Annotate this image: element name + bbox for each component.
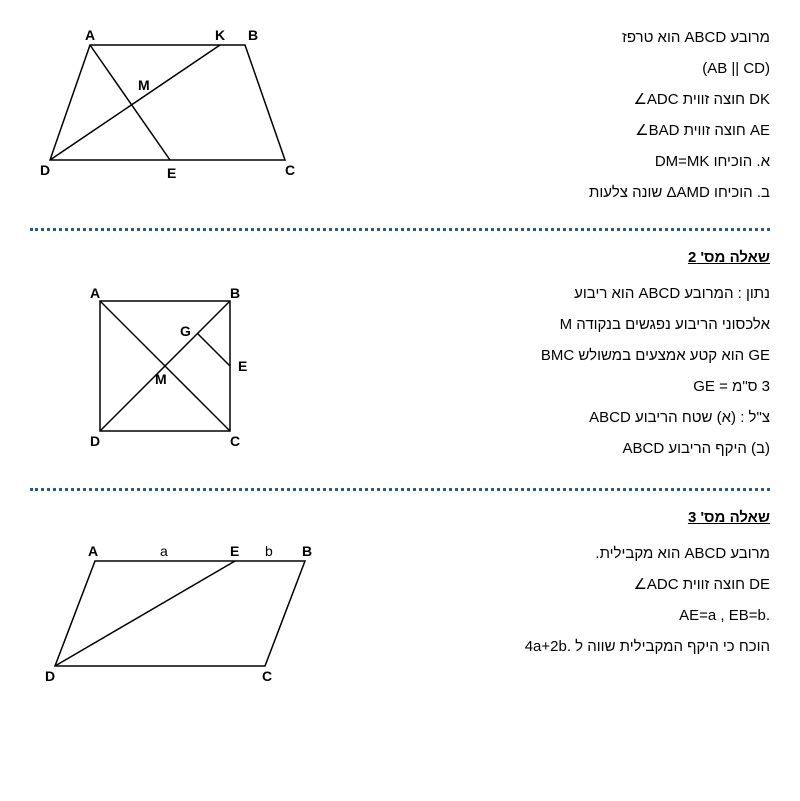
p3-line4: הוכח כי היקף המקבילית שווה ל 4a+2b. — [360, 633, 770, 660]
label-D: D — [40, 162, 50, 178]
p1-line4: AE חוצה זווית ∠BAD — [340, 117, 770, 144]
p1-line2: (AB || CD) — [340, 55, 770, 82]
text-2: נתון : המרובע ABCD הוא ריבוע אלכסוני הרי… — [290, 276, 770, 466]
diagram-2: A B C D M G E — [60, 276, 260, 470]
problem-1: A K B M D E C מרובע ABCD הוא טרפז (AB ||… — [30, 20, 770, 210]
p2-line4: 3 ס"מ GE = — [290, 373, 770, 400]
divider-1 — [30, 228, 770, 231]
p1-line3: DK חוצה זווית ∠ADC — [340, 86, 770, 113]
p2-line1: נתון : המרובע ABCD הוא ריבוע — [290, 280, 770, 307]
label-E2: E — [238, 358, 247, 374]
label-A: A — [85, 27, 95, 43]
diagram-1: A K B M D E C — [30, 20, 310, 194]
p3-line2: DE חוצה זווית ∠ADC — [360, 571, 770, 598]
label-B2: B — [230, 285, 240, 301]
label-M: M — [138, 77, 150, 93]
q2-heading: שאלה מס' 2 — [30, 249, 770, 266]
label-K: K — [215, 27, 225, 43]
label-M2: M — [155, 371, 167, 387]
problem-2: A B C D M G E נתון : המרובע ABCD הוא ריב… — [30, 276, 770, 470]
label-A3: A — [88, 543, 98, 559]
label-B: B — [248, 27, 258, 43]
label-E: E — [167, 165, 176, 181]
text-3: מרובע ABCD הוא מקבילית. DE חוצה זווית ∠A… — [360, 536, 770, 664]
p2-line5: צ"ל : (א) שטח הריבוע ABCD — [290, 404, 770, 431]
p1-line6: ב. הוכיחו ΔAMD שונה צלעות — [340, 179, 770, 206]
p2-line2: אלכסוני הריבוע נפגשים בנקודה M — [290, 311, 770, 338]
p3-line3: AE=a , EB=b. — [360, 602, 770, 629]
label-A2: A — [90, 285, 100, 301]
label-b3: b — [265, 543, 273, 559]
p3-line1: מרובע ABCD הוא מקבילית. — [360, 540, 770, 567]
label-C3: C — [262, 668, 272, 684]
label-D2: D — [90, 433, 100, 449]
p1-line1: מרובע ABCD הוא טרפז — [340, 24, 770, 51]
label-a3: a — [160, 543, 168, 559]
label-D3: D — [45, 668, 55, 684]
label-C2: C — [230, 433, 240, 449]
diagram-3: A a E b B D C — [40, 536, 330, 690]
q3-heading: שאלה מס' 3 — [30, 509, 770, 526]
text-1: מרובע ABCD הוא טרפז (AB || CD) DK חוצה ז… — [340, 20, 770, 210]
p2-line6: (ב) היקף הריבוע ABCD — [290, 435, 770, 462]
problem-3: A a E b B D C מרובע ABCD הוא מקבילית. DE… — [30, 536, 770, 690]
p1-line5: א. הוכיחו DM=MK — [340, 148, 770, 175]
divider-2 — [30, 488, 770, 491]
label-G2: G — [180, 323, 191, 339]
p2-line3: GE הוא קטע אמצעים במשולש BMC — [290, 342, 770, 369]
label-C: C — [285, 162, 295, 178]
label-B3: B — [302, 543, 312, 559]
label-E3: E — [230, 543, 239, 559]
